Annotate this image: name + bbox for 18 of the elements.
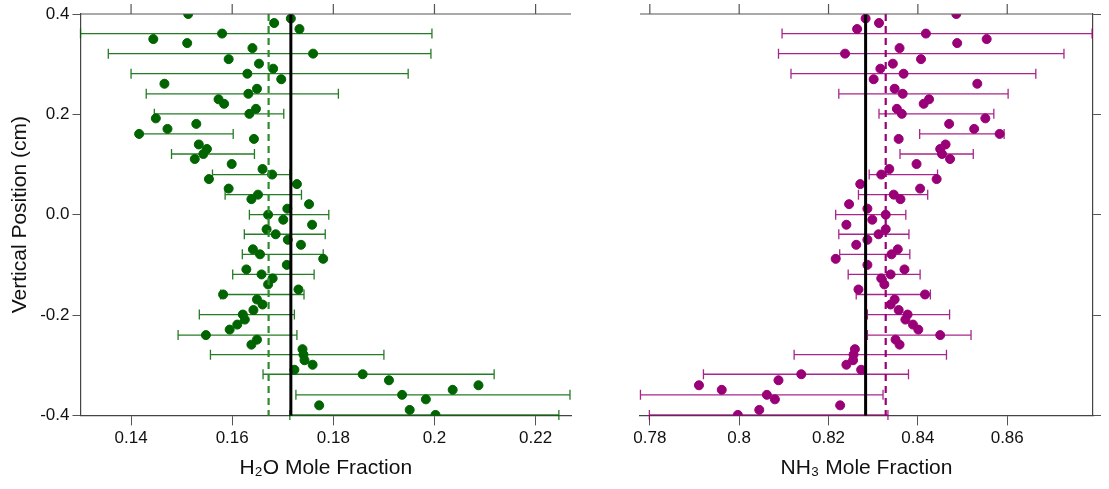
x-tick-label: 0.22: [519, 428, 553, 448]
y-tick-label: 0.2: [45, 104, 70, 124]
x-axis-title: H₂O Mole Fraction: [239, 455, 413, 479]
x-tick-label: 0.18: [316, 428, 350, 448]
y-tick-label: 0.4: [45, 3, 70, 23]
y-axis-title: Vertical Position (cm): [7, 116, 31, 314]
x-tick-label: 0.78: [633, 428, 667, 448]
y-tick-label: 0.0: [45, 204, 70, 224]
x-tick-label: 0.86: [990, 428, 1024, 448]
x-tick-label: 0.2: [422, 428, 447, 448]
y-tick-label: -0.2: [40, 304, 70, 324]
x-tick-label: 0.84: [901, 428, 935, 448]
x-tick-label: 0.16: [215, 428, 249, 448]
y-tick-label: -0.4: [40, 405, 70, 425]
x-axis-title: NH₃ Mole Fraction: [780, 455, 953, 479]
x-tick-label: 0.14: [114, 428, 148, 448]
x-tick-label: 0.8: [727, 428, 751, 448]
x-tick-label: 0.82: [811, 428, 846, 448]
